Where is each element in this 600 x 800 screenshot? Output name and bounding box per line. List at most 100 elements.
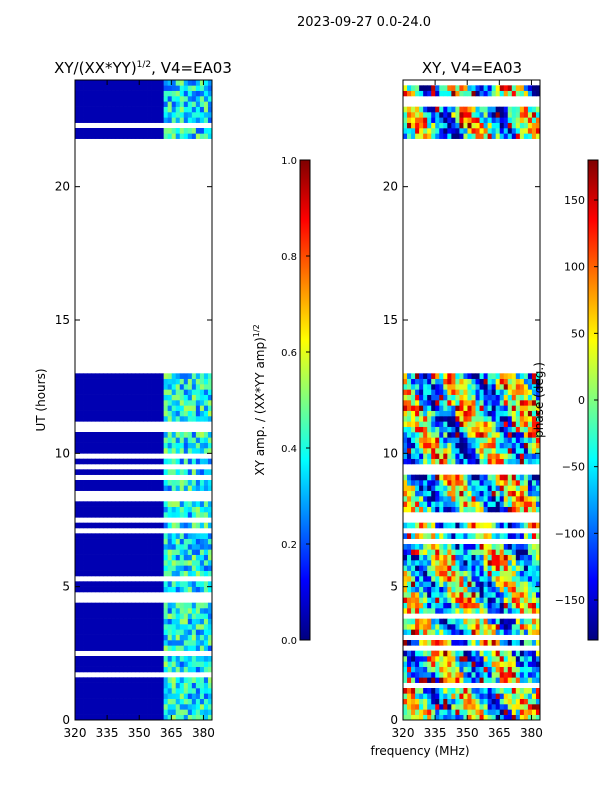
heatmap-cell xyxy=(87,704,92,710)
heatmap-cell xyxy=(419,426,424,433)
heatmap-cell xyxy=(531,522,537,529)
heatmap-cell xyxy=(131,586,136,593)
heatmap-cell xyxy=(415,618,420,625)
heatmap-cell xyxy=(531,597,537,603)
heatmap-cell xyxy=(147,538,152,545)
heatmap-cell xyxy=(463,666,468,673)
heatmap-cell xyxy=(439,117,444,123)
heatmap-cell xyxy=(471,592,476,598)
heatmap-cell xyxy=(491,485,497,491)
heatmap-cell xyxy=(487,448,493,454)
heatmap-cell xyxy=(459,442,464,449)
heatmap-cell xyxy=(507,709,513,715)
heatmap-cell xyxy=(447,400,452,406)
heatmap-cell xyxy=(99,624,104,630)
heatmap-cell xyxy=(83,677,88,683)
heatmap-cell xyxy=(495,544,501,550)
heatmap-cell xyxy=(435,677,440,683)
heatmap-cell xyxy=(191,506,197,513)
heatmap-cell xyxy=(91,128,96,134)
right-colorbar-label: phase (deg.) xyxy=(532,362,546,438)
heatmap-cell xyxy=(511,480,517,486)
heatmap-cell xyxy=(163,608,169,614)
heatmap-cell xyxy=(163,677,169,683)
heatmap-cell xyxy=(515,432,521,438)
heatmap-cell xyxy=(151,101,156,107)
heatmap-cell xyxy=(135,384,140,390)
heatmap-cell xyxy=(523,405,529,411)
heatmap-cell xyxy=(431,650,436,657)
heatmap-cell xyxy=(495,122,501,129)
heatmap-cell xyxy=(143,640,148,646)
heatmap-cell xyxy=(183,688,189,694)
heatmap-cell xyxy=(131,373,136,379)
heatmap-cell xyxy=(507,117,513,123)
heatmap-cell xyxy=(511,693,517,699)
heatmap-cell xyxy=(403,453,408,459)
heatmap-cell xyxy=(447,677,452,683)
heatmap-cell xyxy=(143,416,148,422)
heatmap-cell xyxy=(123,677,128,683)
heatmap-cell xyxy=(499,117,505,123)
heatmap-cell xyxy=(423,704,428,710)
heatmap-cell xyxy=(159,677,165,683)
heatmap-cell xyxy=(479,576,484,582)
heatmap-cell xyxy=(411,640,416,646)
heatmap-cell xyxy=(99,522,104,529)
heatmap-cell xyxy=(499,549,505,555)
heatmap-cell xyxy=(515,453,521,459)
heatmap-cell xyxy=(207,373,212,379)
heatmap-cell xyxy=(511,554,517,561)
heatmap-cell xyxy=(199,677,205,683)
heatmap-cell xyxy=(447,458,452,465)
heatmap-cell xyxy=(191,442,197,449)
heatmap-cell xyxy=(119,389,124,395)
heatmap-cell xyxy=(527,410,533,417)
heatmap-cell xyxy=(115,96,120,102)
heatmap-cell xyxy=(507,677,513,683)
heatmap-cell xyxy=(195,682,201,689)
heatmap-cell xyxy=(107,709,112,715)
heatmap-cell xyxy=(503,544,509,550)
heatmap-cell xyxy=(403,394,408,401)
heatmap-cell xyxy=(119,709,124,715)
heatmap-cell xyxy=(155,634,161,641)
heatmap-cell xyxy=(495,661,501,667)
heatmap-cell xyxy=(131,656,136,662)
heatmap-cell xyxy=(143,389,148,395)
heatmap-cell xyxy=(511,112,517,118)
heatmap-cell xyxy=(503,549,509,555)
heatmap-cell xyxy=(119,608,124,614)
heatmap-cell xyxy=(519,597,525,603)
heatmap-cell xyxy=(175,682,181,689)
heatmap-cell xyxy=(451,709,456,715)
heatmap-cell xyxy=(195,378,201,385)
heatmap-cell xyxy=(79,394,84,401)
heatmap-cell xyxy=(443,666,448,673)
heatmap-cell xyxy=(535,597,540,603)
heatmap-cell xyxy=(111,85,116,91)
heatmap-cell xyxy=(203,458,209,465)
heatmap-cell xyxy=(83,80,88,86)
heatmap-cell xyxy=(143,693,148,699)
heatmap-cell xyxy=(119,714,124,720)
heatmap-cell xyxy=(487,602,493,609)
heatmap-cell xyxy=(471,122,476,129)
heatmap-cell xyxy=(499,592,505,598)
heatmap-cell xyxy=(407,432,412,438)
heatmap-cell xyxy=(491,426,497,433)
x-tick-label: 365 xyxy=(160,726,183,740)
heatmap-cell xyxy=(143,480,148,486)
heatmap-cell xyxy=(123,384,128,390)
heatmap-cell xyxy=(199,117,205,123)
heatmap-cell xyxy=(107,133,112,139)
heatmap-cell xyxy=(411,426,416,433)
heatmap-cell xyxy=(175,533,181,539)
heatmap-cell xyxy=(115,117,120,123)
heatmap-cell xyxy=(419,565,424,571)
heatmap-cell xyxy=(495,378,501,385)
heatmap-cell xyxy=(487,565,493,571)
heatmap-cell xyxy=(95,661,100,667)
heatmap-cell xyxy=(515,704,521,710)
heatmap-cell xyxy=(111,613,116,619)
